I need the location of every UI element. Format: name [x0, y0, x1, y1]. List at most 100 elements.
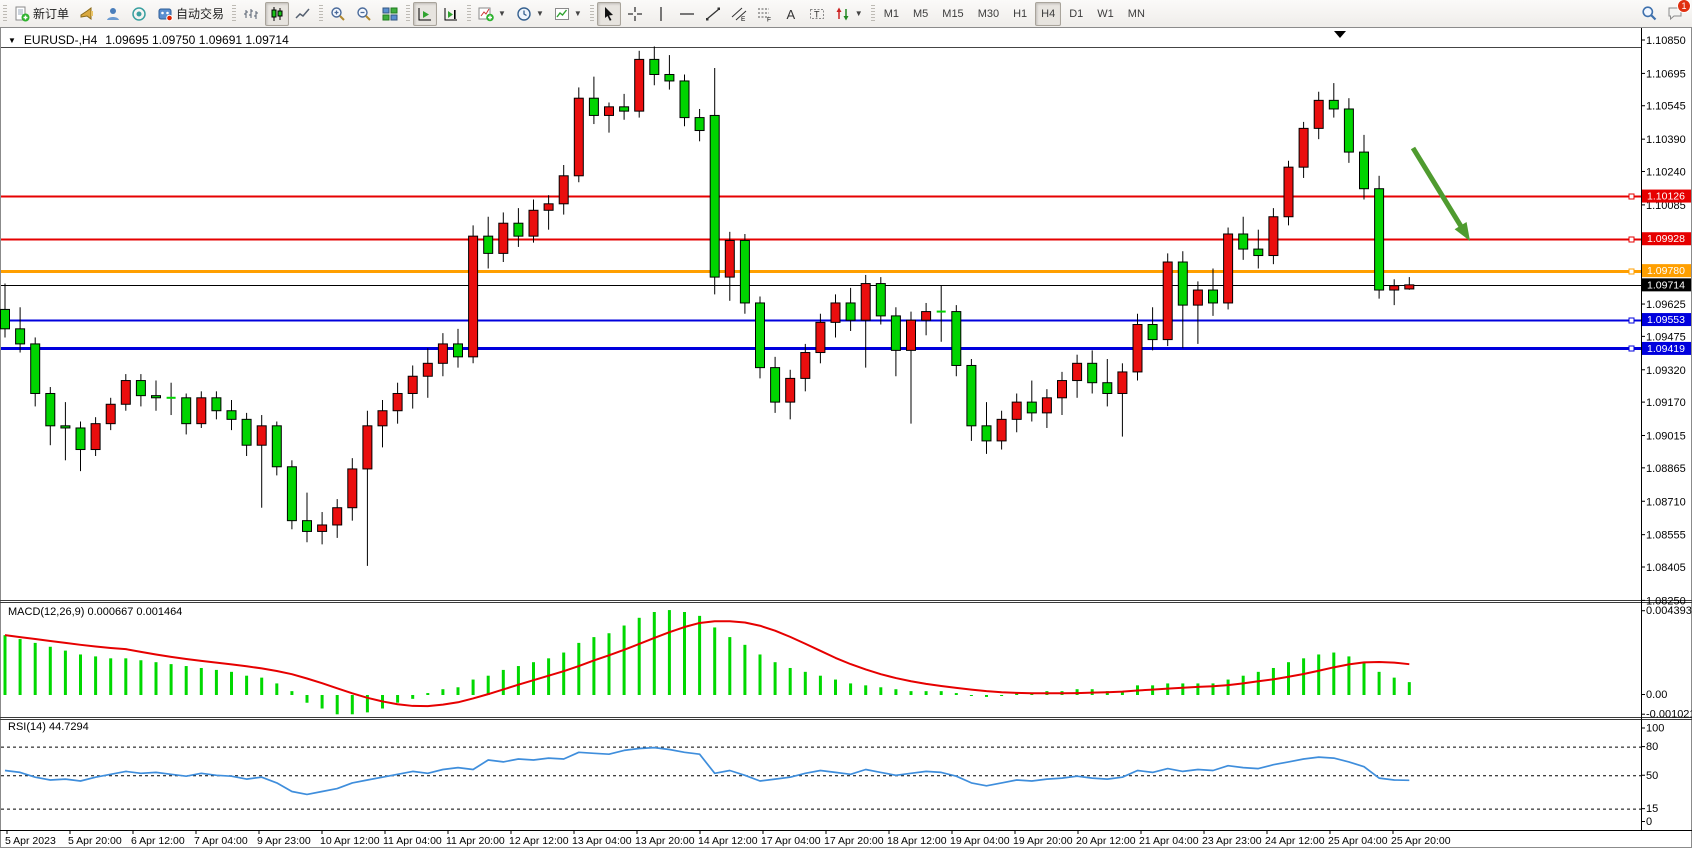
search-icon [1641, 5, 1657, 21]
svg-text:17 Apr 20:00: 17 Apr 20:00 [824, 835, 884, 847]
templates-button[interactable]: ▼ [550, 2, 586, 26]
tf-d1[interactable]: D1 [1063, 2, 1089, 26]
svg-text:9 Apr 23:00: 9 Apr 23:00 [257, 835, 311, 847]
hline-1.09780[interactable] [1, 268, 1641, 275]
trendline-button[interactable] [701, 2, 725, 26]
tf-m5-label: M5 [913, 7, 929, 20]
svg-text:1.09170: 1.09170 [1646, 397, 1686, 409]
line-handle[interactable] [1628, 317, 1635, 324]
tf-w1[interactable]: W1 [1091, 2, 1120, 26]
fibonacci-button[interactable]: F [753, 2, 777, 26]
line-handle[interactable] [1628, 345, 1635, 352]
indicators-icon [478, 6, 494, 22]
svg-text:1.08250: 1.08250 [1646, 595, 1686, 607]
price-chart[interactable]: 1.10850 1.10695 1.10545 1.10390 1.10240 1.100… [0, 27, 1692, 854]
indicators-button[interactable]: ▼ [474, 2, 510, 26]
text-label-button[interactable]: T [805, 2, 829, 26]
autotrading-button[interactable]: 自动交易 [153, 2, 228, 26]
zoom-out-button[interactable] [352, 2, 376, 26]
macd-values: 0.000667 0.001464 [87, 606, 183, 618]
svg-text:13 Apr 20:00: 13 Apr 20:00 [635, 835, 695, 847]
arrows-icon [835, 6, 851, 22]
chart-shift-marker[interactable] [1334, 31, 1346, 38]
crosshair-button[interactable] [623, 2, 647, 26]
svg-text:17 Apr 04:00: 17 Apr 04:00 [761, 835, 821, 847]
macd-signal-line [4, 620, 1410, 708]
svg-text:20 Apr 12:00: 20 Apr 12:00 [1076, 835, 1136, 847]
svg-text:6 Apr 12:00: 6 Apr 12:00 [131, 835, 185, 847]
macd-name: MACD(12,26,9) [8, 606, 85, 618]
template-icon [554, 6, 570, 22]
tf-mn[interactable]: MN [1122, 2, 1151, 26]
line-handle[interactable] [1628, 193, 1635, 200]
tf-h1[interactable]: H1 [1007, 2, 1033, 26]
hline-icon [679, 6, 695, 22]
tf-d1-label: D1 [1069, 7, 1084, 20]
toolbar-group-grip [406, 4, 411, 23]
svg-text:0: 0 [1646, 816, 1652, 828]
signals-button[interactable] [127, 2, 151, 26]
svg-text:13 Apr 04:00: 13 Apr 04:00 [572, 835, 632, 847]
bar-chart-button[interactable] [239, 2, 263, 26]
new-order-button[interactable]: 新订单 [10, 2, 73, 26]
rsi-name: RSI(14) [8, 721, 46, 733]
arrows-button[interactable]: ▼ [831, 2, 867, 26]
tf-m5[interactable]: M5 [907, 2, 934, 26]
auto-scroll-button[interactable] [413, 1, 438, 26]
svg-text:1.10390: 1.10390 [1646, 134, 1686, 146]
equidistant-channel-button[interactable]: E [727, 2, 751, 26]
zoom-in-button[interactable] [326, 2, 350, 26]
price-axis[interactable]: 1.10850 1.10695 1.10545 1.10390 1.10240 1.100… [1641, 28, 1692, 830]
tf-m15-label: M15 [942, 7, 964, 20]
autotrading-icon [157, 6, 173, 22]
chevron-down-icon: ▼ [573, 9, 582, 18]
tile-windows-button[interactable] [378, 2, 402, 26]
signal-icon [131, 6, 147, 22]
periods-button[interactable]: ▼ [512, 2, 548, 26]
chart-shift-button[interactable] [439, 2, 463, 26]
price-badge-1.09419: 1.09419 [1642, 341, 1691, 355]
community-button[interactable] [101, 2, 125, 26]
tf-m15[interactable]: M15 [936, 2, 969, 26]
chat-button[interactable]: 1 [1663, 0, 1691, 25]
hline-1.09553[interactable] [1, 317, 1641, 324]
hline-1.09928[interactable] [1, 236, 1641, 243]
cursor-button[interactable] [596, 1, 621, 26]
tf-m1[interactable]: M1 [878, 2, 905, 26]
line-chart-button[interactable] [291, 2, 315, 26]
notification-badge: 1 [1677, 0, 1691, 13]
svg-text:23 Apr 23:00: 23 Apr 23:00 [1202, 835, 1262, 847]
candlestick-chart-button[interactable] [265, 1, 290, 26]
hline-1.10126[interactable] [1, 193, 1641, 200]
tf-m30[interactable]: M30 [972, 2, 1005, 26]
text-button[interactable]: A [779, 2, 803, 26]
zoom-out-icon [356, 6, 372, 22]
svg-text:50: 50 [1646, 770, 1658, 782]
chart-window[interactable]: 1.10850 1.10695 1.10545 1.10390 1.10240 1.100… [0, 27, 1692, 854]
rsi-line [4, 746, 1410, 796]
tf-m1-label: M1 [883, 7, 899, 20]
horizontal-line-button[interactable] [675, 2, 699, 26]
line-handle[interactable] [1628, 236, 1635, 243]
tf-h4[interactable]: H4 [1035, 1, 1062, 26]
toolbar-group-grip [870, 4, 875, 23]
megaphone-icon [79, 6, 95, 22]
tf-mn-label: MN [1127, 7, 1145, 20]
price-badge-1.10126: 1.10126 [1642, 189, 1691, 203]
chart-ohlc-values: 1.09695 1.09750 1.09691 1.09714 [105, 33, 289, 47]
rsi-indicator-label: RSI(14) 44.7294 [8, 721, 89, 733]
svg-text:21 Apr 04:00: 21 Apr 04:00 [1139, 835, 1199, 847]
time-axis[interactable]: 5 Apr 2023 5 Apr 20:00 6 Apr 12:00 7 Apr 04… [0, 830, 1692, 847]
vertical-line-button[interactable] [649, 2, 673, 26]
svg-text:19 Apr 20:00: 19 Apr 20:00 [1013, 835, 1073, 847]
chart-symbol-period: EURUSD-,H4 [23, 33, 98, 47]
tf-h4-label: H4 [1041, 7, 1056, 20]
search-button[interactable] [1637, 1, 1661, 25]
trend-arrow-annotation[interactable] [1410, 146, 1470, 241]
chevron-down-icon: ▼ [498, 9, 506, 18]
trendline-icon [705, 6, 721, 22]
svg-text:1.08710: 1.08710 [1646, 496, 1686, 508]
crosshair-icon [627, 6, 643, 22]
alerts-button[interactable] [75, 2, 99, 26]
line-handle[interactable] [1628, 268, 1635, 275]
